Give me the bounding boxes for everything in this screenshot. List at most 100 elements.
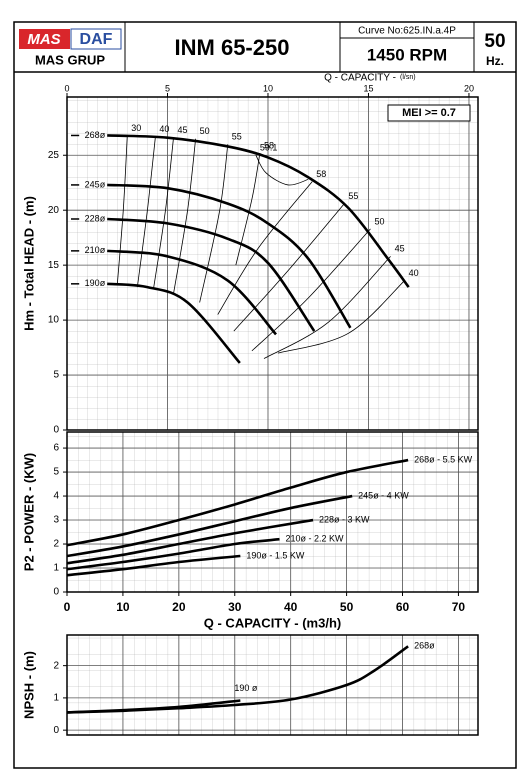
x-tick-label: 30 <box>228 600 242 614</box>
curve-label: 268ø - 5.5 KW <box>414 454 473 464</box>
x-axis-unit: (l/sn) <box>400 74 416 81</box>
y-tick-label: 25 <box>48 150 60 161</box>
logo-right: DAF <box>80 31 113 48</box>
efficiency-label: 50 <box>200 126 210 136</box>
curve-no: Curve No:625.IN.a.4P <box>358 26 456 37</box>
efficiency-label: 55 <box>232 132 242 142</box>
x-tick-label: 10 <box>116 600 130 614</box>
x-tick-label: 10 <box>263 83 273 93</box>
speed: 1450 RPM <box>367 45 447 64</box>
y-tick-label: 1 <box>53 693 59 704</box>
efficiency-line <box>173 138 197 294</box>
x-tick-label: 20 <box>172 600 186 614</box>
efficiency-line <box>255 155 309 186</box>
efficiency-label: 59.1 <box>260 143 278 153</box>
x-tick-label: 20 <box>464 83 474 93</box>
x-tick-label: 15 <box>363 83 373 93</box>
curve <box>107 249 277 336</box>
efficiency-label: 30 <box>131 123 141 133</box>
curve-label: 190 ø <box>234 683 258 693</box>
efficiency-line <box>277 280 405 354</box>
x-tick-label: 0 <box>64 83 69 93</box>
curve-label: 210ø <box>85 245 106 255</box>
logo-red <box>19 29 70 49</box>
y-tick-label: 20 <box>48 205 60 216</box>
y-tick-label: 2 <box>53 660 59 671</box>
curve-label: 268ø <box>85 130 106 140</box>
efficiency-line <box>233 203 345 332</box>
grid-background <box>67 635 478 735</box>
y-tick-label: 0 <box>53 725 59 736</box>
y-tick-label: 6 <box>53 443 59 454</box>
efficiency-label: 50 <box>374 216 384 226</box>
curve-label: 245ø - 4 KW <box>358 490 409 500</box>
efficiency-line <box>251 228 371 352</box>
curve-label: 228ø - 3 KW <box>319 514 370 524</box>
x-tick-label: 0 <box>64 600 71 614</box>
y-tick-label: 10 <box>48 315 60 326</box>
efficiency-line <box>136 136 156 288</box>
efficiency-label: 40 <box>159 124 169 134</box>
efficiency-line <box>199 144 229 303</box>
x-tick-label: 60 <box>396 600 410 614</box>
efficiency-label: 58 <box>316 169 326 179</box>
y-tick-label: 2 <box>53 539 59 550</box>
curve <box>107 282 241 364</box>
title: INM 65-250 <box>175 35 290 60</box>
plot-frame <box>66 634 479 736</box>
y-axis-label: P2 - POWER - (KW) <box>21 453 36 571</box>
x-tick-label: 70 <box>452 600 466 614</box>
plot-frame <box>66 431 479 593</box>
curve-label: 210ø - 2.2 KW <box>285 534 344 544</box>
logo-bottom: MAS GRUP <box>35 52 105 67</box>
y-tick-label: 5 <box>53 467 59 478</box>
curve <box>66 699 241 714</box>
efficiency-label: 45 <box>395 244 405 254</box>
curve-label: 228ø <box>85 213 106 223</box>
x-tick-label: 5 <box>165 83 170 93</box>
x-axis-label: Q - CAPACITY - <box>324 73 396 84</box>
x-tick-label: 40 <box>284 600 298 614</box>
efficiency-label: 40 <box>409 268 419 278</box>
y-axis-label: Hm - Total HEAD - (m) <box>21 196 36 331</box>
annotation: MEI >= 0.7 <box>402 107 456 119</box>
curve <box>107 183 352 329</box>
logo-left: MAS <box>27 31 60 48</box>
logo-blue <box>70 28 122 50</box>
efficiency-line <box>153 137 174 290</box>
y-tick-label: 0 <box>53 587 59 598</box>
x-axis-label: Q - CAPACITY - (m3/h) <box>204 615 341 630</box>
y-tick-label: 0 <box>53 425 59 436</box>
y-tick-label: 4 <box>53 491 59 502</box>
frame <box>13 21 517 769</box>
efficiency-line <box>116 135 128 285</box>
plot-frame <box>66 96 479 431</box>
y-tick-label: 1 <box>53 563 59 574</box>
efficiency-label: 55 <box>348 191 358 201</box>
efficiency-line <box>217 181 313 315</box>
curve-label: 268ø <box>414 641 435 651</box>
curve <box>66 494 353 558</box>
curve <box>107 134 410 288</box>
efficiency-label: 45 <box>178 125 188 135</box>
curve <box>66 458 409 547</box>
efficiency-line <box>235 152 261 266</box>
annotation-box <box>387 104 471 122</box>
curve-label: 190ø - 1.5 KW <box>246 550 305 560</box>
curve <box>66 554 241 577</box>
y-axis-label: NPSH - (m) <box>21 651 36 719</box>
frequency: 50 <box>484 31 505 52</box>
curve-label: 190ø <box>85 278 106 288</box>
efficiency-line <box>263 256 391 359</box>
x-tick-label: 50 <box>340 600 354 614</box>
curve-label: 245ø <box>85 179 106 189</box>
curve <box>66 518 314 565</box>
y-tick-label: 3 <box>53 515 59 526</box>
grid-background <box>67 97 478 430</box>
curve <box>66 537 280 571</box>
y-tick-label: 15 <box>48 260 60 271</box>
y-tick-label: 5 <box>53 370 59 381</box>
efficiency-label: 58 <box>264 140 274 150</box>
frequency-unit: Hz. <box>486 54 504 68</box>
